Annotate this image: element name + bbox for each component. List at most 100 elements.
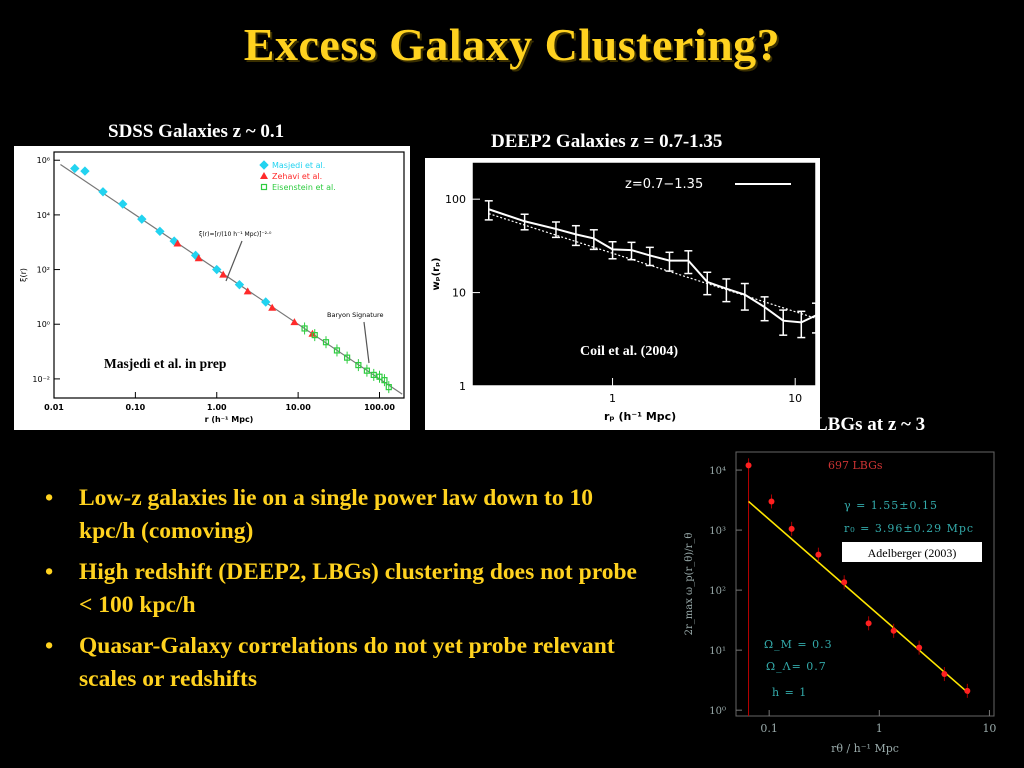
y-tick-label: 10 bbox=[452, 287, 466, 300]
bullet-item: • High redshift (DEEP2, LBGs) clustering … bbox=[45, 556, 645, 622]
y-tick-label: 1 bbox=[459, 380, 466, 393]
data-point bbox=[311, 332, 318, 339]
y-axis-label: 2r_max ω_p(r_θ)/r_θ bbox=[684, 533, 695, 636]
data-point bbox=[941, 671, 948, 678]
y-axis-label: ξ(r) bbox=[19, 268, 28, 282]
data-point bbox=[234, 279, 245, 290]
data-point bbox=[916, 644, 923, 651]
cosmo-omega-l: Ω_Λ= 0.7 bbox=[766, 660, 827, 673]
plot-frame bbox=[735, 451, 995, 717]
legend-label: 697 LBGs bbox=[828, 459, 883, 472]
data-point bbox=[155, 226, 165, 237]
data-point bbox=[333, 347, 341, 354]
data-point bbox=[964, 687, 971, 694]
bullet-text: Low-z galaxies lie on a single power law… bbox=[79, 485, 593, 544]
legend-label: Zehavi et al. bbox=[272, 172, 322, 181]
chart-background bbox=[676, 442, 1021, 766]
fit-arrow bbox=[225, 240, 243, 282]
x-tick-label: 1.00 bbox=[207, 403, 227, 412]
legend-label: Eisenstein et al. bbox=[272, 183, 336, 192]
data-point bbox=[98, 187, 108, 197]
data-point bbox=[261, 297, 271, 307]
bullet-list: • Low-z galaxies lie on a single power la… bbox=[45, 482, 645, 704]
y-tick-label: 10² bbox=[37, 266, 50, 275]
lbg-caption: LBGs at z ~ 3 bbox=[815, 414, 926, 435]
y-axis-label: wₚ(rₚ) bbox=[431, 258, 442, 291]
cosmo-h: h = 1 bbox=[772, 686, 807, 699]
data-point bbox=[788, 525, 795, 532]
data-point bbox=[118, 199, 128, 209]
baryon-annotation: Baryon Signature bbox=[327, 311, 383, 319]
y-tick-label: 100 bbox=[445, 193, 466, 206]
y-tick-label: 10³ bbox=[709, 526, 726, 537]
data-point bbox=[376, 373, 383, 380]
data-point bbox=[212, 264, 222, 275]
bullet-item: • Quasar-Galaxy correlations do not yet p… bbox=[45, 630, 645, 696]
sdss-caption: SDSS Galaxies z ~ 0.1 bbox=[108, 121, 285, 142]
deep2-chart-svg: 1 10 1 10 100 rₚ (h⁻¹ Mpc) wₚ(rₚ) z=0.7−1.35 Coi… bbox=[425, 158, 820, 430]
data-point bbox=[385, 384, 392, 391]
x-axis-label: rθ / h⁻¹ Mpc bbox=[831, 742, 899, 755]
data-point bbox=[890, 627, 897, 634]
power-law-fit bbox=[748, 500, 970, 695]
legend-label: Masjedi et al. bbox=[272, 161, 325, 170]
power-law-fit bbox=[488, 213, 817, 319]
bullet-glyph: • bbox=[45, 559, 54, 585]
data-point bbox=[301, 325, 308, 332]
bullet-text: Quasar-Galaxy correlations do not yet pr… bbox=[79, 633, 615, 692]
data-point bbox=[355, 361, 362, 369]
data-point bbox=[70, 163, 80, 174]
data-point bbox=[80, 166, 90, 176]
y-tick-label: 10⁴ bbox=[709, 466, 726, 477]
x-tick-label: 0.1 bbox=[760, 722, 778, 735]
lbg-chart: 0.1 1 10 10⁰ 10¹ 10² 10³ 10⁴ rθ / h⁻¹ Mpc 2r_max … bbox=[676, 442, 1021, 766]
legend-marker bbox=[260, 172, 268, 179]
deep2-chart: 1 10 1 10 100 rₚ (h⁻¹ Mpc) wₚ(rₚ) z=0.7−1.35 Coi… bbox=[425, 158, 820, 430]
legend-marker bbox=[259, 160, 269, 170]
x-tick-label: 0.01 bbox=[44, 403, 64, 412]
fit-formula: ξ(r)=[r/(10 h⁻¹ Mpc)]⁻²·⁰ bbox=[199, 231, 272, 238]
baryon-arrow bbox=[363, 321, 370, 364]
data-point bbox=[370, 371, 377, 379]
data-point bbox=[363, 367, 370, 374]
x-tick-label: 10.00 bbox=[285, 403, 311, 412]
param-r0: r₀ = 3.96±0.29 Mpc bbox=[844, 522, 974, 535]
inset-note: Adelberger (2003) bbox=[868, 546, 957, 560]
lbg-chart-svg: 0.1 1 10 10⁰ 10¹ 10² 10³ 10⁴ rθ / h⁻¹ Mpc 2r_max … bbox=[676, 442, 1021, 766]
series-line bbox=[488, 208, 817, 324]
data-point bbox=[173, 239, 182, 247]
x-tick-label: 0.10 bbox=[126, 403, 146, 412]
x-tick-label: 1 bbox=[876, 722, 883, 735]
inset-note: Masjedi et al. in prep bbox=[104, 356, 226, 371]
data-point bbox=[768, 498, 775, 505]
slide-title: Excess Galaxy Clustering? bbox=[243, 19, 781, 70]
x-axis-label: rₚ (h⁻¹ Mpc) bbox=[604, 410, 676, 423]
sdss-chart: 0.01 0.10 1.00 10.00 100.00 10⁻² 10⁰ 10² 10⁴ 10⁶ r… bbox=[14, 146, 410, 430]
y-tick-label: 10⁰ bbox=[37, 320, 50, 329]
bullet-glyph: • bbox=[45, 485, 54, 511]
legend-label: z=0.7−1.35 bbox=[625, 177, 703, 192]
inset-note-box bbox=[842, 542, 982, 562]
inset-note: Coil et al. (2004) bbox=[580, 344, 678, 359]
param-gamma: γ = 1.55±0.15 bbox=[844, 499, 938, 512]
data-point bbox=[268, 303, 277, 311]
power-law-fit bbox=[60, 164, 403, 395]
data-point bbox=[815, 551, 822, 558]
data-point bbox=[194, 254, 203, 262]
data-point bbox=[841, 579, 848, 586]
x-tick-label: 100.00 bbox=[364, 403, 395, 412]
data-point bbox=[381, 377, 388, 384]
cosmo-omega-m: Ω_M = 0.3 bbox=[764, 638, 833, 651]
y-tick-label: 10⁰ bbox=[709, 706, 726, 717]
plot-frame bbox=[471, 161, 817, 387]
bullet-item: • Low-z galaxies lie on a single power la… bbox=[45, 482, 645, 548]
data-point bbox=[290, 318, 299, 326]
x-axis-label: r (h⁻¹ Mpc) bbox=[205, 415, 254, 424]
deep2-caption: DEEP2 Galaxies z = 0.7-1.35 bbox=[491, 131, 723, 152]
x-tick-label: 1 bbox=[609, 392, 616, 405]
y-tick-label: 10¹ bbox=[709, 646, 726, 657]
data-point bbox=[219, 270, 228, 278]
sdss-chart-svg: 0.01 0.10 1.00 10.00 100.00 10⁻² 10⁰ 10² 10⁴ 10⁶ r… bbox=[14, 146, 410, 430]
data-point bbox=[243, 287, 252, 295]
